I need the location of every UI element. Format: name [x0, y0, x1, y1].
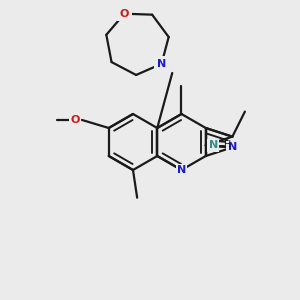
Text: N: N — [157, 59, 166, 69]
Text: N: N — [209, 140, 218, 150]
Text: O: O — [120, 9, 129, 19]
Text: N: N — [177, 165, 186, 175]
Text: O: O — [70, 115, 80, 125]
Text: N: N — [228, 142, 237, 152]
Text: –H: –H — [220, 140, 232, 150]
